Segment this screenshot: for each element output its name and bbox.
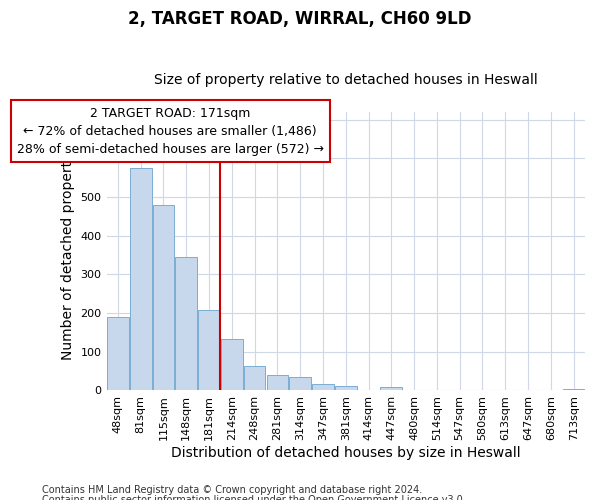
Bar [312,384,334,390]
Bar [198,310,220,390]
Text: Contains HM Land Registry data © Crown copyright and database right 2024.: Contains HM Land Registry data © Crown c… [42,485,422,495]
Bar [244,366,265,390]
Bar [563,388,584,390]
Text: 2 TARGET ROAD: 171sqm
← 72% of detached houses are smaller (1,486)
28% of semi-d: 2 TARGET ROAD: 171sqm ← 72% of detached … [17,106,324,156]
Bar [266,375,288,390]
Bar [175,257,197,390]
Bar [380,386,402,390]
Bar [107,317,129,390]
Title: Size of property relative to detached houses in Heswall: Size of property relative to detached ho… [154,73,538,87]
Y-axis label: Number of detached properties: Number of detached properties [61,142,75,360]
Text: Contains public sector information licensed under the Open Government Licence v3: Contains public sector information licen… [42,495,466,500]
Bar [221,339,242,390]
X-axis label: Distribution of detached houses by size in Heswall: Distribution of detached houses by size … [171,446,521,460]
Bar [289,377,311,390]
Text: 2, TARGET ROAD, WIRRAL, CH60 9LD: 2, TARGET ROAD, WIRRAL, CH60 9LD [128,10,472,28]
Bar [152,206,174,390]
Bar [130,168,152,390]
Bar [335,386,356,390]
